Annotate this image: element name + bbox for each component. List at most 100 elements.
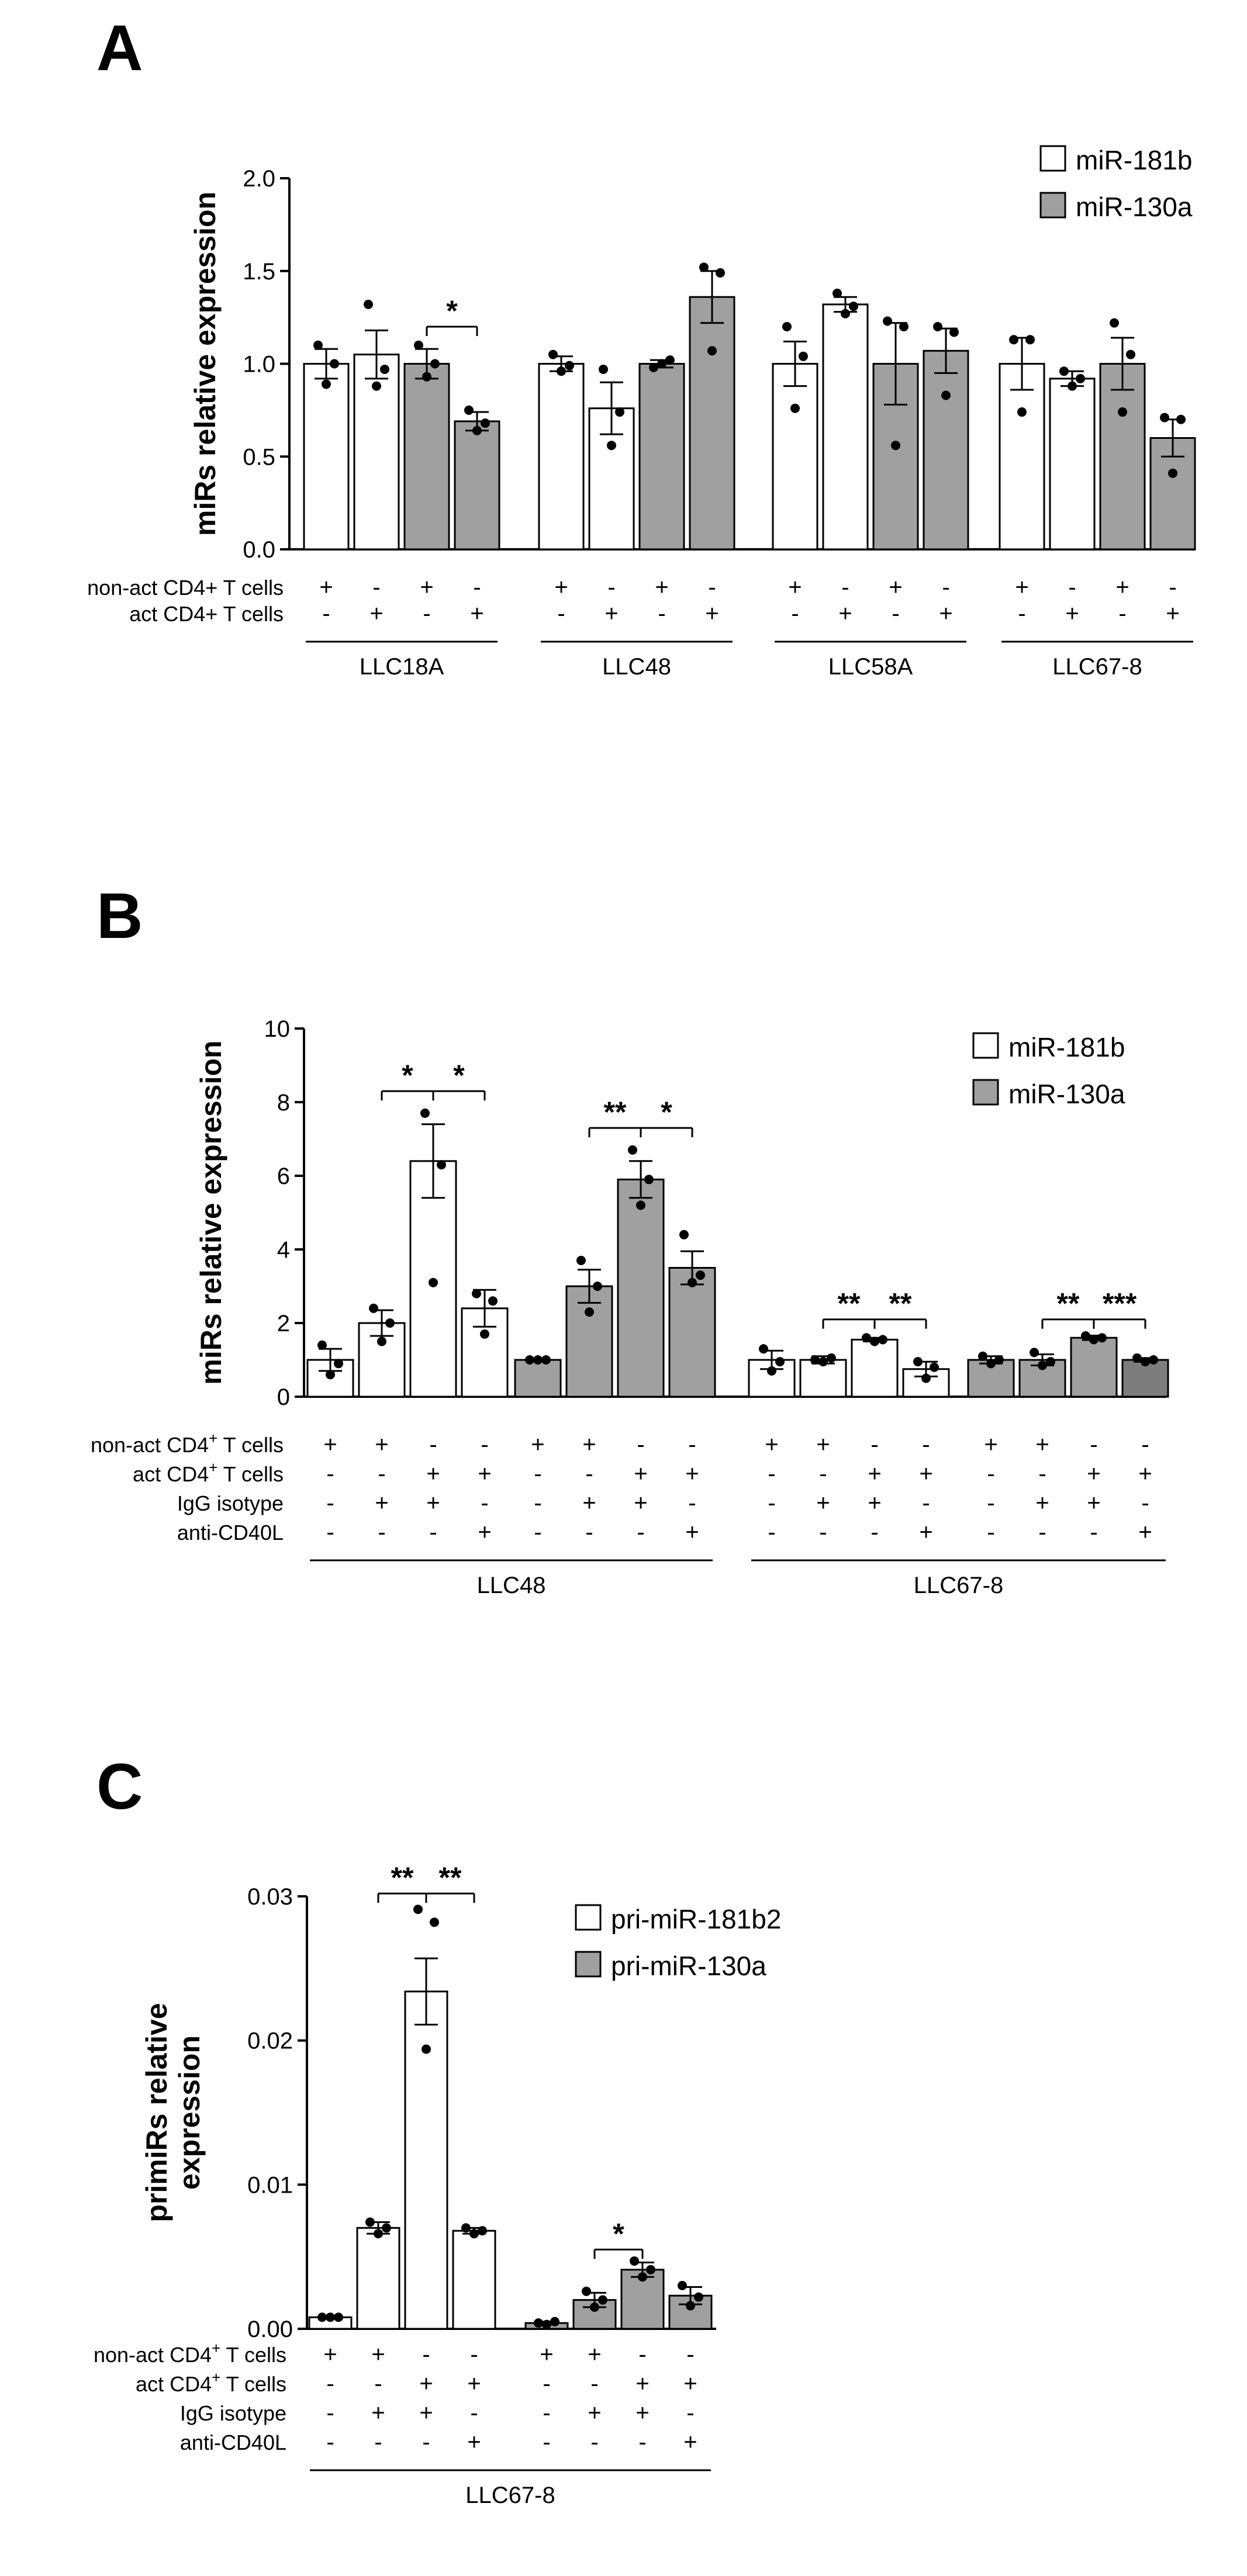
panel-letter-c: C [96, 1751, 143, 1823]
condition-sign: + [919, 1461, 932, 1487]
condition-sign: - [543, 2371, 550, 2397]
condition-sign: + [1015, 574, 1028, 600]
condition-sign: + [375, 1432, 388, 1457]
data-point [799, 351, 808, 361]
data-point [1089, 1335, 1099, 1345]
data-point [420, 1108, 430, 1118]
y-tick-label: 2.0 [243, 166, 275, 192]
condition-sign: - [922, 1490, 930, 1516]
y-tick-label: 0.5 [243, 444, 275, 470]
condition-sign: - [841, 574, 849, 600]
panel-a-chart: 0.0 0.5 1.0 1.5 2.0 miRs relative expression m… [87, 145, 1196, 680]
data-point [878, 1335, 887, 1345]
data-point [686, 2301, 695, 2311]
data-point [782, 322, 792, 331]
condition-sign: - [1141, 1490, 1149, 1516]
data-point [978, 1351, 987, 1361]
data-point [582, 2286, 591, 2296]
condition-sign: + [371, 2342, 385, 2367]
data-point [478, 2226, 487, 2236]
condition-sign: + [470, 601, 483, 626]
data-point [1149, 1355, 1158, 1365]
condition-sign: - [422, 2429, 430, 2455]
condition-sign: + [816, 1490, 830, 1516]
y-tick-label: 0.00 [247, 2317, 293, 2342]
group-label: LLC67-8 [465, 2482, 555, 2508]
data-point [369, 1303, 378, 1313]
condition-sign: + [371, 2400, 385, 2426]
condition-sign: - [590, 2429, 598, 2455]
condition-sign: + [419, 2371, 433, 2397]
data-point [638, 2272, 647, 2282]
data-point [827, 1353, 836, 1363]
condition-sign: - [686, 2342, 694, 2367]
condition-sign: + [588, 2400, 601, 2426]
condition-sign: + [323, 2342, 337, 2367]
data-point [1068, 381, 1077, 391]
condition-sign: - [423, 601, 430, 626]
y-tick-label: 2 [277, 1311, 290, 1337]
data-point [986, 1359, 996, 1369]
condition-sign: - [429, 1432, 437, 1457]
condition-sign: - [1038, 1461, 1046, 1487]
legend-label: pri-miR-130a [611, 1951, 766, 1981]
condition-sign: - [1018, 601, 1025, 626]
data-point [767, 1366, 776, 1376]
condition-sign: + [323, 1432, 337, 1457]
data-point [644, 1175, 654, 1185]
data-point [598, 2295, 607, 2305]
legend-label: miR-181b [1076, 145, 1192, 175]
condition-sign: + [765, 1432, 778, 1457]
condition-sign: + [685, 1461, 699, 1487]
condition-sign: + [919, 1519, 932, 1545]
condition-sign: - [987, 1461, 994, 1487]
condition-sign: + [531, 1432, 544, 1457]
bar [620, 2269, 665, 2330]
data-point [585, 1307, 594, 1317]
data-point [377, 1337, 386, 1346]
condition-sign: - [534, 1519, 541, 1545]
condition-sign: - [590, 2371, 598, 2397]
data-point [665, 355, 675, 365]
panel-letter-b: B [96, 880, 143, 952]
condition-sign: + [582, 1432, 596, 1457]
data-point [565, 361, 574, 371]
condition-sign: - [688, 1432, 696, 1457]
condition-sign: + [467, 2371, 481, 2397]
data-point [365, 2217, 375, 2227]
data-point [891, 441, 900, 451]
condition-sign: - [768, 1461, 775, 1487]
group-label: LLC67-8 [1052, 654, 1142, 680]
data-point [1076, 373, 1085, 383]
bar [923, 349, 969, 550]
bar [303, 363, 350, 550]
condition-label: anti-CD40L [180, 2430, 286, 2454]
bar [403, 363, 450, 550]
group-label: LLC58A [828, 654, 913, 680]
condition-sign: + [1065, 601, 1079, 626]
data-point [646, 2265, 655, 2274]
data-point [437, 1160, 446, 1170]
bar [454, 420, 500, 550]
data-point [1176, 414, 1186, 424]
condition-sign: + [868, 1461, 881, 1487]
data-point [317, 1340, 327, 1350]
data-point [696, 1270, 705, 1280]
legend-swatch [575, 1951, 602, 1978]
y-tick-label: 8 [277, 1090, 290, 1116]
condition-sign: + [1035, 1490, 1049, 1516]
condition-sign: + [1166, 601, 1179, 626]
condition-sign: + [1035, 1432, 1049, 1457]
data-point [678, 2281, 687, 2290]
data-point [1110, 318, 1119, 328]
condition-sign: + [588, 2342, 601, 2367]
data-point [481, 418, 490, 428]
condition-label: anti-CD40L [177, 1521, 284, 1545]
group-label: LLC18A [360, 654, 444, 680]
condition-sign: + [554, 574, 568, 600]
bar [851, 1338, 899, 1398]
condition-sign: - [534, 1461, 541, 1487]
condition-sign: - [322, 601, 330, 626]
data-point [870, 1337, 879, 1346]
data-point [429, 1277, 438, 1287]
